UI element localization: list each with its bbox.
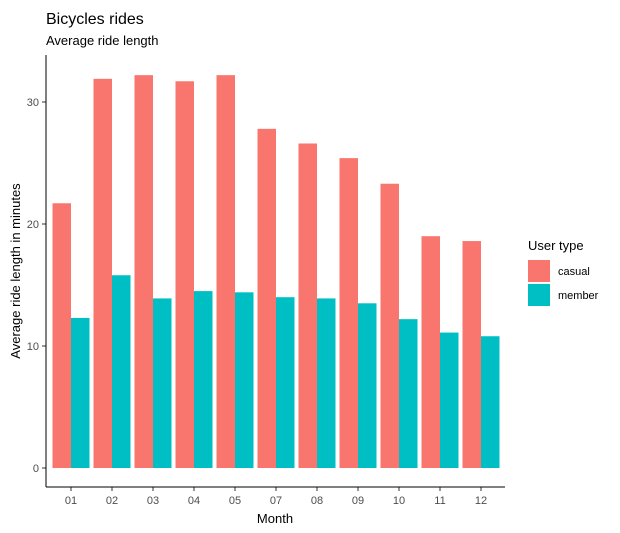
bar-member-02 <box>112 275 131 468</box>
y-tick-label-10: 10 <box>27 341 39 353</box>
legend-title: User type <box>528 238 584 253</box>
x-tick-label-10: 10 <box>393 495 405 507</box>
legend-key-member <box>528 284 550 306</box>
bar-member-01 <box>71 317 90 468</box>
bar-casual-08 <box>298 143 317 469</box>
bar-casual-07 <box>257 128 276 468</box>
x-tick-label-04: 04 <box>188 495 200 507</box>
bar-casual-01 <box>52 203 71 468</box>
y-axis-ticks: 0 10 20 30 <box>27 97 46 475</box>
y-tick-label-30: 30 <box>27 97 39 109</box>
bar-casual-04 <box>175 81 194 468</box>
bar-casual-02 <box>93 78 112 468</box>
bar-casual-12 <box>462 241 481 468</box>
bar-casual-05 <box>216 75 235 468</box>
bar-member-05 <box>235 292 254 468</box>
x-tick-label-03: 03 <box>147 495 159 507</box>
y-tick-label-20: 20 <box>27 219 39 231</box>
x-tick-label-08: 08 <box>311 495 323 507</box>
x-tick-label-12: 12 <box>475 495 487 507</box>
bars-group <box>52 75 500 469</box>
x-axis-title: Month <box>257 511 293 526</box>
bar-member-03 <box>153 298 172 468</box>
bar-member-09 <box>358 303 377 468</box>
bar-casual-10 <box>380 183 399 469</box>
chart-title: Bicycles rides <box>46 11 144 28</box>
bar-member-08 <box>317 298 336 468</box>
bar-casual-11 <box>421 236 440 468</box>
bar-member-04 <box>194 291 213 468</box>
y-axis-title: Average ride length in minutes <box>8 183 23 359</box>
x-tick-label-09: 09 <box>352 495 364 507</box>
bar-casual-09 <box>339 158 358 468</box>
x-axis-ticks: 01 02 03 04 05 07 08 09 10 11 12 <box>65 487 487 507</box>
legend-key-casual <box>528 260 550 282</box>
legend-label-member: member <box>558 290 599 302</box>
bar-member-07 <box>276 297 295 468</box>
y-tick-label-0: 0 <box>33 463 39 475</box>
bar-member-12 <box>481 336 500 468</box>
chart-subtitle: Average ride length <box>46 33 159 48</box>
x-tick-label-07: 07 <box>270 495 282 507</box>
x-tick-label-05: 05 <box>229 495 241 507</box>
legend: User type casual member <box>528 238 599 306</box>
x-tick-label-11: 11 <box>434 495 445 507</box>
legend-label-casual: casual <box>558 266 590 278</box>
bar-casual-03 <box>134 75 153 468</box>
bar-member-10 <box>399 319 418 468</box>
x-tick-label-01: 01 <box>65 495 77 507</box>
x-tick-label-02: 02 <box>106 495 118 507</box>
bar-member-11 <box>440 332 459 468</box>
